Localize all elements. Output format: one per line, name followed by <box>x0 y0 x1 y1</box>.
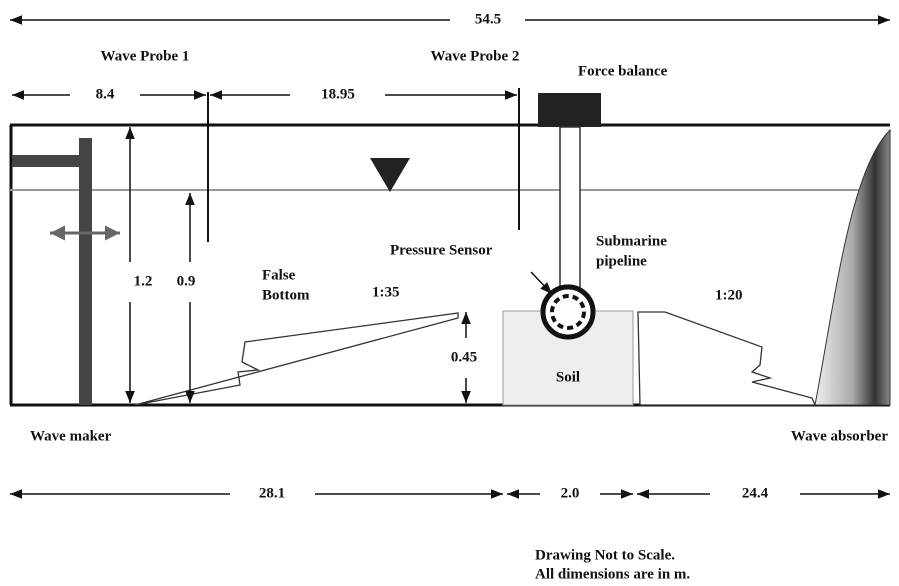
label-force-balance: Force balance <box>578 63 668 79</box>
note: All dimensions are in m. <box>535 566 690 582</box>
dim-total: 54.5 <box>475 11 501 27</box>
dimension-lines <box>9 15 890 499</box>
label-pipeline: Submarine <box>596 233 667 249</box>
label-wave-maker: Wave maker <box>30 428 112 444</box>
dim-right-length: 24.4 <box>742 485 769 501</box>
tank <box>9 88 891 407</box>
label-probe2: Wave Probe 2 <box>431 48 520 64</box>
slope-left: 1:35 <box>372 284 400 300</box>
dim-soil-width: 2.0 <box>561 485 580 501</box>
label-soil: Soil <box>556 369 580 385</box>
dim-water-depth: 0.9 <box>177 273 196 289</box>
note: Drawing Not to Scale. <box>535 547 675 563</box>
dim-probe1: 8.4 <box>96 86 115 102</box>
label-probe1: Wave Probe 1 <box>101 48 190 64</box>
label-false-bottom: False <box>262 267 296 283</box>
label-false-bottom: Bottom <box>262 287 310 303</box>
label-pressure-sensor: Pressure Sensor <box>390 242 493 258</box>
label-pipeline: pipeline <box>596 253 647 269</box>
dim-probe-spacing: 18.95 <box>321 86 355 102</box>
dim-mound-height: 0.45 <box>451 349 477 365</box>
dim-left-length: 28.1 <box>259 485 285 501</box>
dim-tank-height: 1.2 <box>134 273 153 289</box>
slope-right: 1:20 <box>715 287 743 303</box>
label-wave-absorber: Wave absorber <box>791 428 888 444</box>
